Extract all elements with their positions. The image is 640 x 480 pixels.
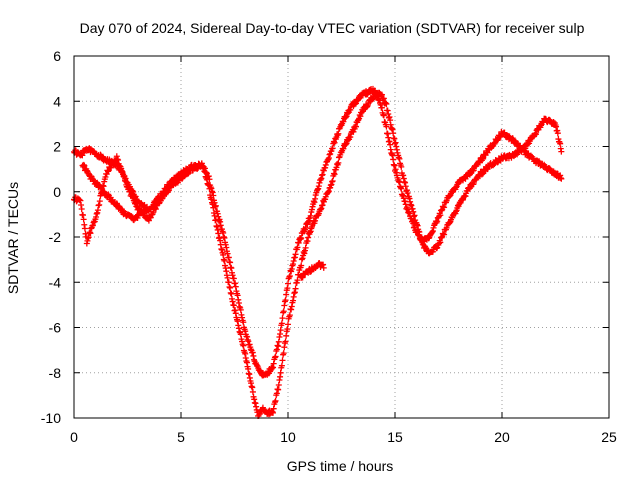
y-tick-label: 4 [53, 93, 61, 109]
data-point [80, 216, 87, 223]
data-point [278, 320, 285, 327]
data-point [398, 163, 405, 170]
data-point [285, 280, 291, 287]
data-point [320, 264, 327, 271]
data-point [285, 321, 291, 328]
data-point [78, 206, 85, 213]
data-point [286, 272, 293, 279]
data-point [292, 251, 299, 258]
data-point [558, 175, 565, 182]
data-point [294, 277, 301, 284]
series-track-a [71, 85, 565, 379]
data-point [298, 262, 305, 269]
y-axis-label: SDTVAR / TECUs [5, 182, 21, 294]
data-point [237, 306, 244, 313]
data-point [212, 217, 219, 224]
data-point [279, 315, 286, 322]
data-point [282, 338, 289, 345]
data-point [240, 319, 247, 326]
x-axis-label: GPS time / hours [287, 458, 394, 474]
series-track-b [71, 89, 565, 419]
data-point [272, 353, 279, 360]
grid [74, 56, 609, 418]
data-point [416, 229, 423, 236]
data-point [210, 204, 217, 211]
data-point [206, 185, 213, 192]
y-tick-label: 2 [53, 139, 61, 155]
data-point [81, 225, 88, 232]
data-point [383, 100, 390, 107]
data-point [390, 156, 397, 163]
data-point [383, 123, 390, 130]
data-point [282, 297, 289, 304]
y-tick-label: -6 [49, 320, 62, 336]
x-tick-label: 20 [494, 429, 510, 445]
data-point [230, 302, 237, 309]
axis-ticks: 0 5 10 15 20 25 -10 -8 -6 -4 -2 0 2 4 6 [41, 48, 617, 445]
y-tick-label: -2 [49, 229, 62, 245]
plot-frame [73, 55, 610, 419]
data-point [275, 382, 282, 389]
data-point [380, 112, 387, 119]
data-point [558, 148, 565, 155]
data-point [292, 285, 299, 292]
data-point [278, 362, 285, 369]
x-tick-label: 5 [177, 429, 185, 445]
data-point [378, 104, 385, 111]
y-tick-label: 0 [53, 184, 61, 200]
data-point [286, 312, 293, 319]
data-point [335, 130, 342, 137]
data-point [380, 95, 387, 102]
x-tick-label: 0 [70, 429, 78, 445]
data-point [227, 284, 234, 291]
y-tick-label: -4 [49, 274, 62, 290]
y-tick-label: -10 [41, 410, 61, 426]
chart-title: Day 070 of 2024, Sidereal Day-to-day VTE… [80, 20, 585, 36]
y-tick-label: 6 [53, 48, 61, 64]
data-point [554, 130, 561, 137]
data-point [391, 135, 398, 142]
data-point [272, 397, 279, 404]
x-tick-label: 10 [280, 429, 296, 445]
data-point [279, 357, 286, 364]
data-point [138, 210, 145, 217]
data-point [335, 159, 342, 166]
data-point [280, 350, 287, 357]
data-points [71, 85, 565, 419]
data-point [398, 185, 405, 192]
data-point [280, 308, 287, 315]
data-point [391, 162, 398, 169]
x-tick-label: 25 [601, 429, 617, 445]
data-point [96, 198, 103, 205]
y-tick-label: -8 [49, 365, 62, 381]
data-point [277, 369, 284, 376]
data-point [329, 177, 336, 184]
series-track-c [79, 161, 327, 281]
x-tick-label: 15 [387, 429, 403, 445]
